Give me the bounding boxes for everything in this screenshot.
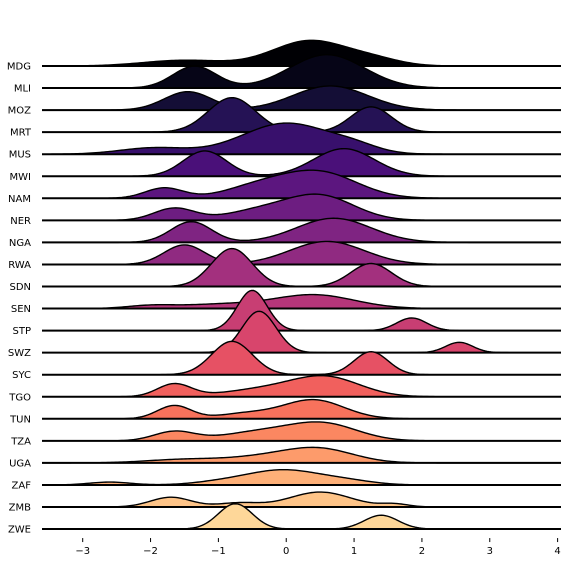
ridge-zmb (42, 491, 561, 508)
x-tick-label: −2 (143, 546, 158, 557)
y-tick-label: MLI (14, 84, 31, 95)
ridge-tun (42, 398, 561, 420)
ridge-area (42, 170, 561, 199)
ridge-mus (42, 122, 561, 156)
ridge-area (42, 311, 561, 353)
y-tick-label: TUN (9, 414, 31, 425)
x-tick-label: 4 (554, 546, 560, 557)
x-tick-label: 2 (419, 546, 425, 557)
ridges (41, 39, 561, 531)
ridge-moz (42, 85, 561, 112)
ridge-zaf (41, 468, 561, 486)
y-tick-label: NAM (8, 194, 31, 205)
ridge-area (42, 399, 561, 419)
y-tick-label: NGA (9, 238, 31, 249)
y-tick-label: SWZ (8, 348, 31, 359)
ridge-area (42, 218, 561, 243)
ridge-tza (42, 421, 561, 442)
x-tick-label: 1 (351, 546, 357, 557)
y-axis-labels: MDG MLI MOZ MRT MUS MWI NAM NER NGA RWA SDN SEN STP S… (7, 62, 32, 536)
x-tick-label: −3 (75, 546, 90, 557)
x-axis: −3 −2 −1 0 1 2 3 4 (75, 538, 561, 557)
ridge-nga (42, 217, 561, 244)
ridge-area (42, 40, 561, 66)
y-tick-label: MUS (9, 150, 31, 161)
ridge-area (42, 492, 561, 507)
ridge-sdn (42, 247, 561, 288)
x-tick-label: 3 (487, 546, 493, 557)
y-tick-label: TZA (10, 436, 31, 447)
ridge-area (42, 341, 561, 375)
y-tick-label: STP (13, 326, 32, 337)
y-tick-label: SYC (12, 370, 31, 381)
ridge-area (42, 194, 561, 221)
y-tick-label: MOZ (8, 106, 31, 117)
ridge-area (42, 123, 561, 155)
ridge-outline (42, 310, 561, 354)
y-tick-label: ZAF (12, 480, 32, 491)
ridge-tgo (42, 374, 561, 398)
ridge-ner (42, 193, 561, 222)
ridge-area (42, 294, 561, 309)
y-tick-label: MDG (7, 62, 31, 73)
y-tick-label: TGO (8, 392, 31, 403)
x-tick-label: 0 (283, 546, 289, 557)
ridge-outline (42, 340, 561, 376)
ridge-area (42, 54, 561, 89)
ridge-area (42, 241, 561, 265)
ridge-area (42, 421, 561, 441)
ridge-area (42, 469, 561, 485)
ridge-area (42, 375, 561, 397)
ridge-nam (42, 169, 561, 200)
ridge-area (42, 148, 561, 177)
y-tick-label: MRT (10, 128, 32, 139)
ridge-swz (42, 310, 561, 354)
ridge-mli (42, 53, 561, 90)
x-tick-label: −1 (211, 546, 226, 557)
ridge-rwa (42, 240, 561, 266)
y-tick-label: SDN (9, 282, 31, 293)
y-tick-label: UGA (9, 458, 31, 469)
y-tick-label: NER (10, 216, 31, 227)
y-tick-label: SEN (11, 304, 31, 315)
ridge-zwe (42, 503, 561, 531)
ridge-uga (42, 446, 561, 464)
y-tick-label: MWI (10, 172, 31, 183)
ridge-area (42, 447, 561, 463)
ridge-syc (42, 340, 561, 376)
ridge-stp (42, 289, 561, 332)
ridge-area (42, 85, 561, 111)
ridge-sen (42, 293, 561, 310)
y-tick-label: ZMB (9, 503, 31, 514)
y-tick-label: ZWE (8, 525, 31, 536)
y-tick-label: RWA (8, 260, 31, 271)
